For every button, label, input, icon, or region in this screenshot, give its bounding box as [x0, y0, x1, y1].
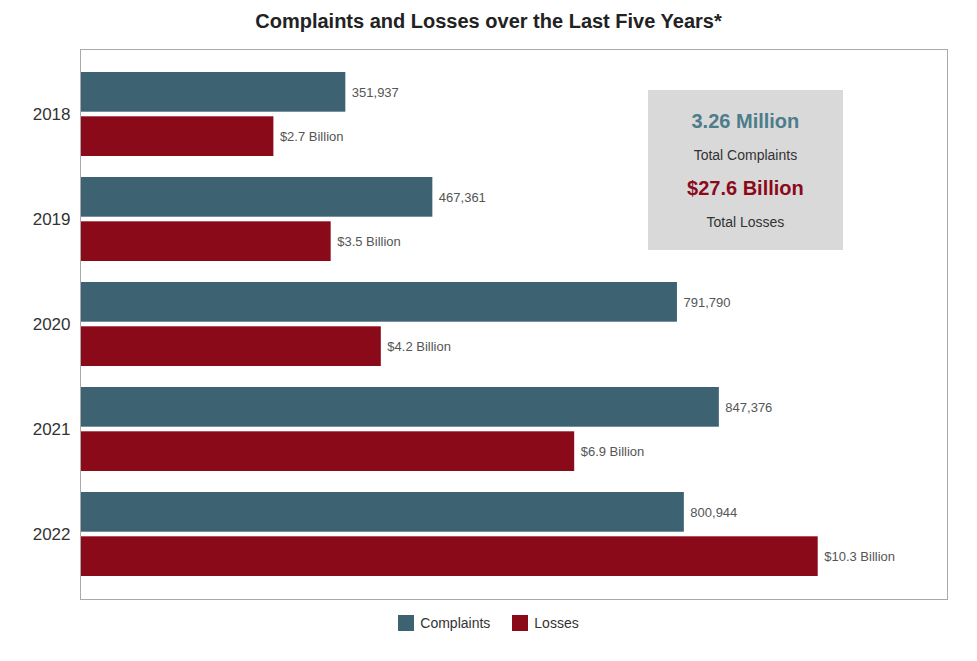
svg-text:467,361: 467,361	[439, 190, 486, 205]
svg-text:2020: 2020	[33, 315, 71, 334]
html-text:Losses: Losses	[534, 615, 579, 631]
svg-text:847,376: 847,376	[725, 400, 772, 415]
svg-text:800,944: 800,944	[690, 505, 737, 520]
html-text:Total Losses: Total Losses	[706, 213, 785, 230]
html-text:$27.6 Billion: $27.6 Billion	[687, 176, 804, 199]
html-text:3.26 Million: 3.26 Million	[691, 110, 800, 133]
html-text:Total Complaints: Total Complaints	[693, 147, 798, 163]
html-text:Complaints and Losses over the: Complaints and Losses over the Last Five…	[255, 10, 722, 32]
svg-text:351,937: 351,937	[352, 85, 399, 100]
svg-text:2018: 2018	[33, 105, 71, 124]
svg-text:$6.9 Billion: $6.9 Billion	[581, 444, 645, 459]
svg-text:$4.2 Billion: $4.2 Billion	[387, 339, 451, 354]
svg-text:$2.7 Billion: $2.7 Billion	[280, 129, 344, 144]
svg-text:$10.3 Billion: $10.3 Billion	[824, 549, 895, 564]
html-text:Complaints: Complaints	[420, 615, 491, 631]
svg-text:$3.5 Billion: $3.5 Billion	[337, 234, 401, 249]
svg-text:2022: 2022	[33, 525, 71, 544]
svg-text:791,790: 791,790	[683, 295, 730, 310]
svg-text:2019: 2019	[33, 210, 71, 229]
svg-text:2021: 2021	[33, 420, 71, 439]
